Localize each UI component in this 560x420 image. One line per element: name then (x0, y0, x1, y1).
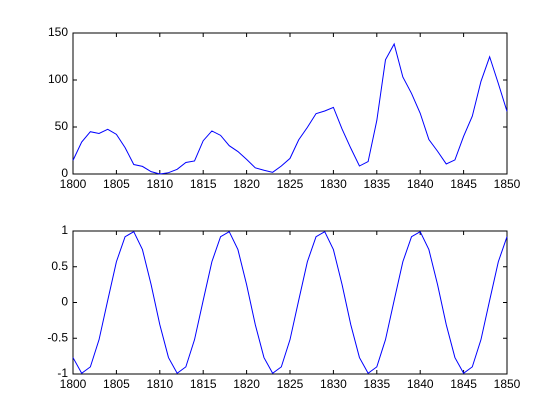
x-tick-label: 1840 (407, 177, 434, 191)
x-tick-label: 1800 (60, 177, 87, 191)
x-tick-label: 1800 (60, 377, 87, 391)
data-line (72, 42, 508, 175)
x-tick-label: 1845 (450, 377, 477, 391)
y-tick-label: 100 (48, 72, 68, 86)
x-tick-label: 1820 (233, 177, 260, 191)
x-tick-label: 1820 (233, 377, 260, 391)
y-tick-label: 0 (61, 166, 68, 180)
x-tick-label: 1825 (277, 377, 304, 391)
x-tick-label: 1815 (190, 177, 217, 191)
x-tick-label: 1835 (363, 377, 390, 391)
y-tick-label: -1 (57, 366, 68, 380)
y-tick-label: -0.5 (47, 330, 68, 344)
x-tick-label: 1850 (494, 377, 521, 391)
x-tick-label: 1815 (190, 377, 217, 391)
y-tick-label: 50 (55, 119, 69, 133)
y-tick-label: 1 (61, 223, 68, 237)
x-tick-label: 1830 (320, 377, 347, 391)
x-tick-label: 1830 (320, 177, 347, 191)
x-tick-label: 1805 (103, 377, 130, 391)
x-tick-label: 1810 (146, 377, 173, 391)
axes-box (72, 230, 508, 375)
axes-box (72, 32, 508, 175)
x-tick-label: 1850 (494, 177, 521, 191)
data-line (72, 231, 508, 375)
y-tick-label: 150 (48, 25, 68, 39)
x-tick-label: 1840 (407, 377, 434, 391)
x-tick-label: 1845 (450, 177, 477, 191)
x-tick-label: 1835 (363, 177, 390, 191)
x-tick-label: 1810 (146, 177, 173, 191)
x-tick-label: 1825 (277, 177, 304, 191)
y-tick-label: 0.5 (51, 259, 68, 273)
x-tick-label: 1805 (103, 177, 130, 191)
y-tick-label: 0 (61, 295, 68, 309)
